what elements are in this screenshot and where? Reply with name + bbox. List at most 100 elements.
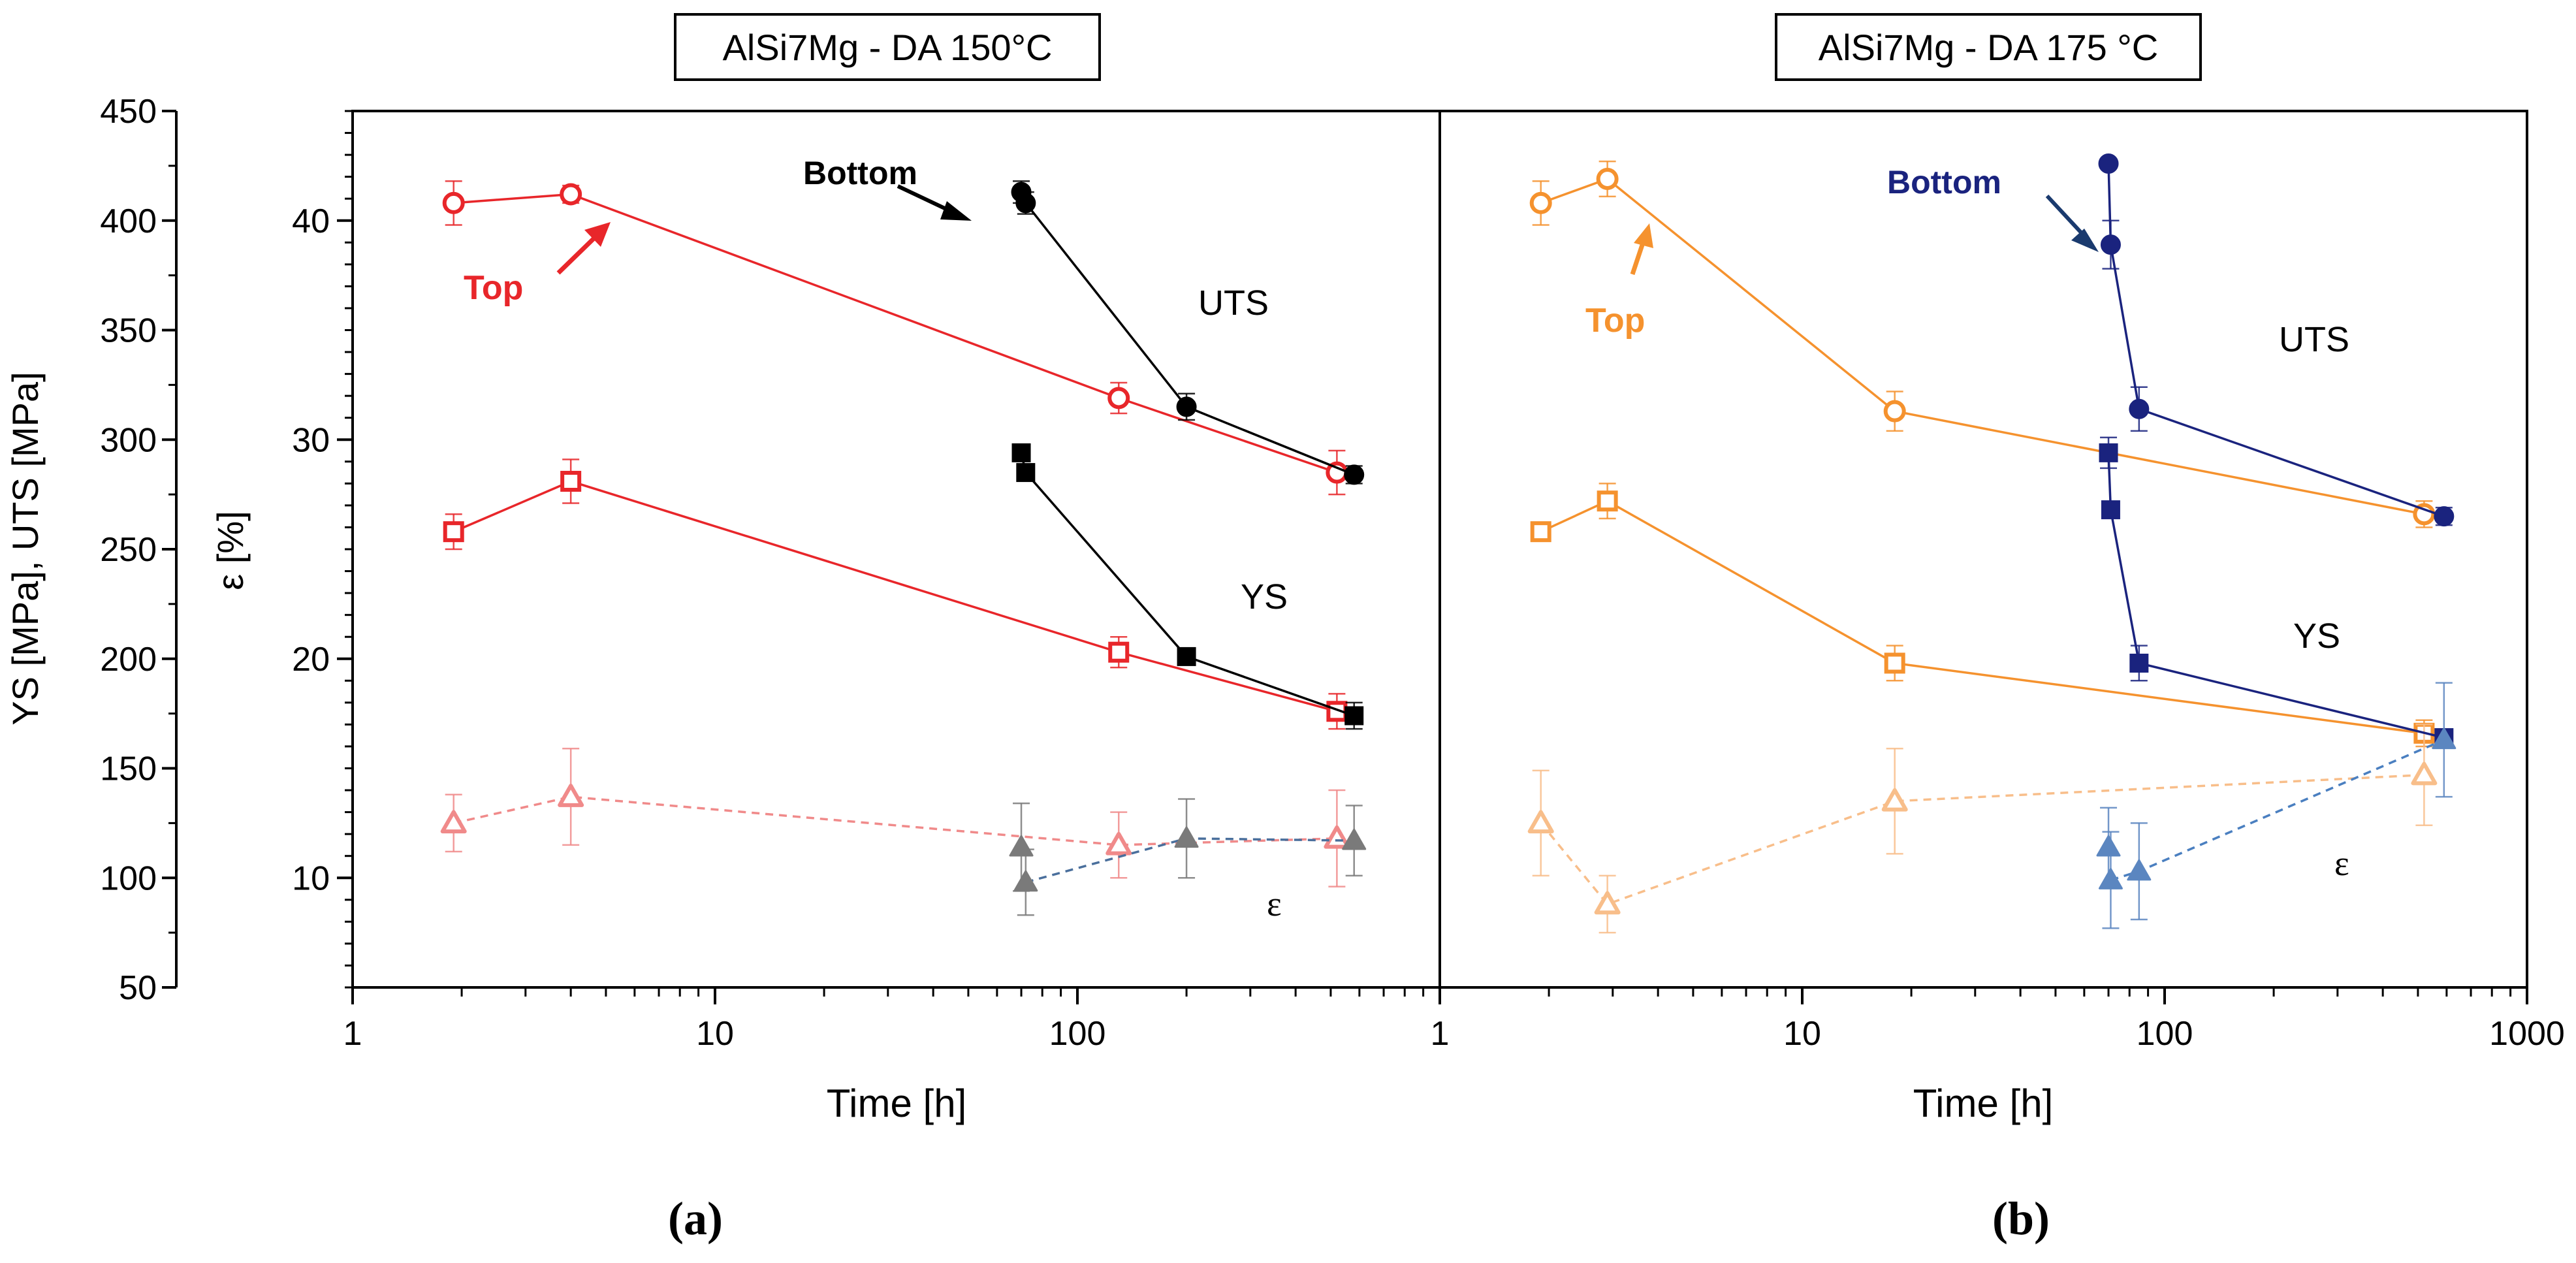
panel-a-top-label: Top [464,269,523,307]
series-bottom-ys [2099,436,2454,748]
epsilon-axis-tick-label: 40 [292,202,330,240]
series-bottom-ys [1011,443,1364,730]
series-line [453,795,1337,846]
left-axis-tick-label: 50 [119,969,157,1007]
series-bottom-uts [1011,180,1365,485]
data-point-triangle [2127,859,2152,881]
panel-b-bottom-label: Bottom [1887,164,2001,200]
series-line [1540,178,2425,516]
panel-b-top-arrowhead [1634,223,1653,248]
data-point-circle [1176,396,1197,417]
data-point-triangle [440,810,467,834]
data-point-triangle [1594,891,1621,915]
panel-b-x-axis-label: Time [h] [1913,1081,2053,1125]
data-point-square [560,470,582,492]
data-point-triangle [1105,831,1132,855]
data-point-circle [560,183,582,206]
x-axis-tick-label: 10 [696,1015,734,1053]
data-point-circle [2413,503,2436,526]
left-axis-tick-label: 250 [100,531,157,569]
panel-a-ys-label: YS [1241,577,1288,616]
data-point-square [1884,652,1905,674]
data-point-triangle [1342,828,1367,850]
epsilon-axis-tick-label: 20 [292,641,330,679]
data-point-triangle [1527,810,1554,834]
data-point-square [1016,463,1036,483]
series-line [1540,500,2425,735]
data-point-square [1108,641,1130,663]
panel-a-x-axis-label: Time [h] [827,1081,966,1125]
data-point-square [1011,443,1031,462]
panel-a-epsilon-label: ε [1267,884,1282,923]
series-line [1540,773,2425,906]
left-axis-tick-label: 350 [100,312,157,350]
x-axis-tick-label: 1 [1431,1015,1450,1053]
series-bottom- [1009,798,1367,916]
series-line [1020,452,1355,717]
series-bottom-uts [2098,153,2455,527]
panel-b-epsilon-label: ε [2334,844,2349,883]
panel-a-bottom-arrowhead [940,201,972,221]
left-axis-tick-label: 200 [100,641,157,679]
series-line [2107,163,2445,518]
series-line [2107,453,2445,739]
series-top- [440,748,1350,887]
series-line [453,480,1337,712]
data-point-square [1597,490,1618,512]
series-top-ys [443,458,1348,730]
data-point-square [1344,706,1364,726]
panel-b-ys-label: YS [2293,616,2340,656]
data-point-square [2101,500,2120,520]
data-point-circle [1015,193,1036,214]
left-axis-label: YS [MPa], UTS [MPa] [5,372,46,725]
series-top-uts [1529,160,2436,528]
data-point-circle [442,191,465,214]
data-point-circle [1529,191,1552,214]
data-point-square [1177,647,1196,666]
left-axis-tick-label: 100 [100,859,157,897]
data-point-triangle [1324,825,1350,849]
data-point-square [2129,653,2149,673]
data-point-triangle [558,784,584,807]
left-axis-tick-label: 400 [100,202,157,240]
data-point-triangle [2411,761,2438,786]
data-point-triangle [2432,727,2457,750]
data-point-triangle [2098,868,2123,889]
left-axis-tick-label: 300 [100,421,157,459]
series-top- [1527,724,2438,934]
data-point-square [1530,521,1551,543]
epsilon-axis-tick-label: 30 [292,421,330,459]
series-line [453,193,1337,474]
data-point-circle [1107,387,1130,409]
data-point-triangle [1009,835,1034,857]
panel-b-bottom-arrowhead [2071,229,2099,252]
panel-a-title-box [674,13,1101,81]
data-point-triangle [1174,826,1199,848]
epsilon-axis: 10 20 30 40 [292,110,353,989]
series-top-ys [1530,483,2435,748]
epsilon-axis-label: ε [%] [210,511,251,590]
data-point-square [2099,443,2118,462]
x-axis-tick-label: 10 [1783,1015,1821,1053]
x-axis-tick-label: 100 [1049,1015,1106,1053]
data-point-circle [1344,464,1365,485]
series-line [2110,739,2445,882]
x-axis-tick-label: 100 [2137,1015,2193,1053]
panel-b-caption: (b) [1992,1192,2050,1245]
panel-b-uts-label: UTS [2279,320,2349,359]
data-point-triangle [2096,835,2121,857]
data-point-circle [1596,168,1619,191]
panel-b-title-box [1775,13,2202,81]
left-axis-tick-label: 150 [100,750,157,788]
series-bottom- [2096,682,2457,929]
x-axis-tick-label: 1 [343,1015,362,1053]
x-axes: 1 10 100 1 10 100 1000 [343,987,2565,1053]
data-point-circle [1883,400,1906,423]
data-point-circle [2129,398,2150,419]
panel-a-caption: (a) [668,1192,723,1245]
left-axis-tick-label: 450 [100,93,157,131]
data-point-circle [2100,234,2121,255]
series-top-uts [442,180,1348,496]
panel-b-title: AlSi7Mg - DA 175 °C [1819,27,2158,68]
